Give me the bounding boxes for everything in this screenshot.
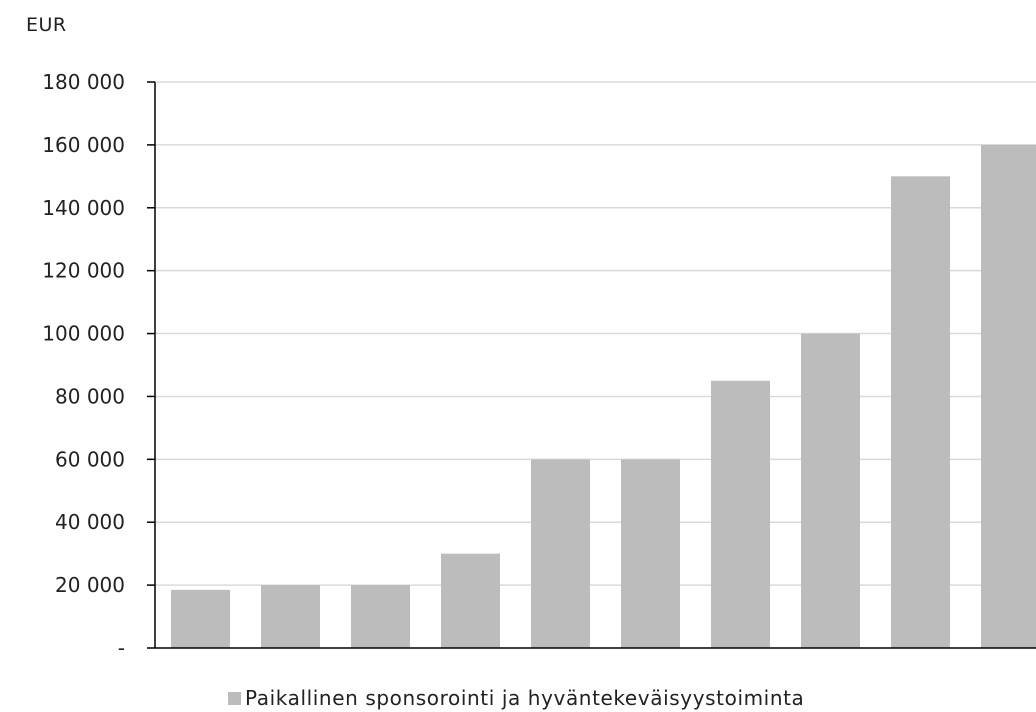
y-tick-label: 60 000: [55, 447, 125, 471]
legend-label: Paikallinen sponsorointi ja hyväntekeväi…: [245, 686, 805, 710]
y-tick-label: 80 000: [55, 384, 125, 408]
bar: [711, 380, 770, 648]
y-tick-label: -: [118, 636, 125, 660]
y-axis-unit-label: EUR: [26, 14, 67, 36]
bar: [621, 459, 680, 648]
bar: [981, 144, 1036, 648]
gridlines: [155, 81, 1036, 586]
y-tick-label: 20 000: [55, 573, 125, 597]
legend: Paikallinen sponsorointi ja hyväntekeväi…: [228, 686, 804, 710]
bar: [891, 176, 950, 649]
y-tick-label: 120 000: [42, 259, 125, 283]
y-tick-label: 160 000: [42, 133, 125, 157]
y-tick-label: 100 000: [42, 322, 125, 346]
bar: [351, 585, 410, 648]
bar: [171, 589, 230, 648]
legend-swatch: [228, 691, 241, 705]
bar: [801, 333, 860, 648]
bar: [441, 553, 500, 648]
y-tick-labels: - 20 000 40 000 60 000 80 000 100 000 120 000 1…: [42, 70, 125, 660]
y-tick-label: 40 000: [55, 510, 125, 534]
y-tick-label: 140 000: [42, 196, 125, 220]
bars: [171, 144, 1036, 649]
y-axis: [147, 81, 1036, 649]
bar: [261, 585, 320, 648]
y-tick-label: 180 000: [42, 70, 125, 94]
bar: [531, 459, 590, 648]
